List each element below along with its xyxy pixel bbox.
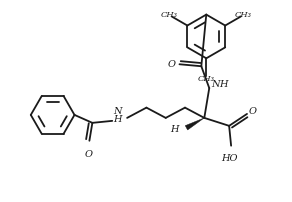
Text: H: H bbox=[170, 125, 178, 134]
Text: H: H bbox=[219, 80, 228, 89]
Polygon shape bbox=[185, 118, 204, 130]
Text: CH₃: CH₃ bbox=[161, 11, 178, 19]
Text: CH₃: CH₃ bbox=[198, 75, 215, 83]
Text: N: N bbox=[113, 107, 122, 116]
Text: N: N bbox=[211, 80, 220, 89]
Text: O: O bbox=[84, 150, 92, 159]
Text: HO: HO bbox=[221, 154, 237, 163]
Text: O: O bbox=[249, 107, 257, 116]
Text: H: H bbox=[113, 115, 122, 124]
Text: O: O bbox=[168, 60, 175, 69]
Text: CH₃: CH₃ bbox=[235, 11, 252, 19]
